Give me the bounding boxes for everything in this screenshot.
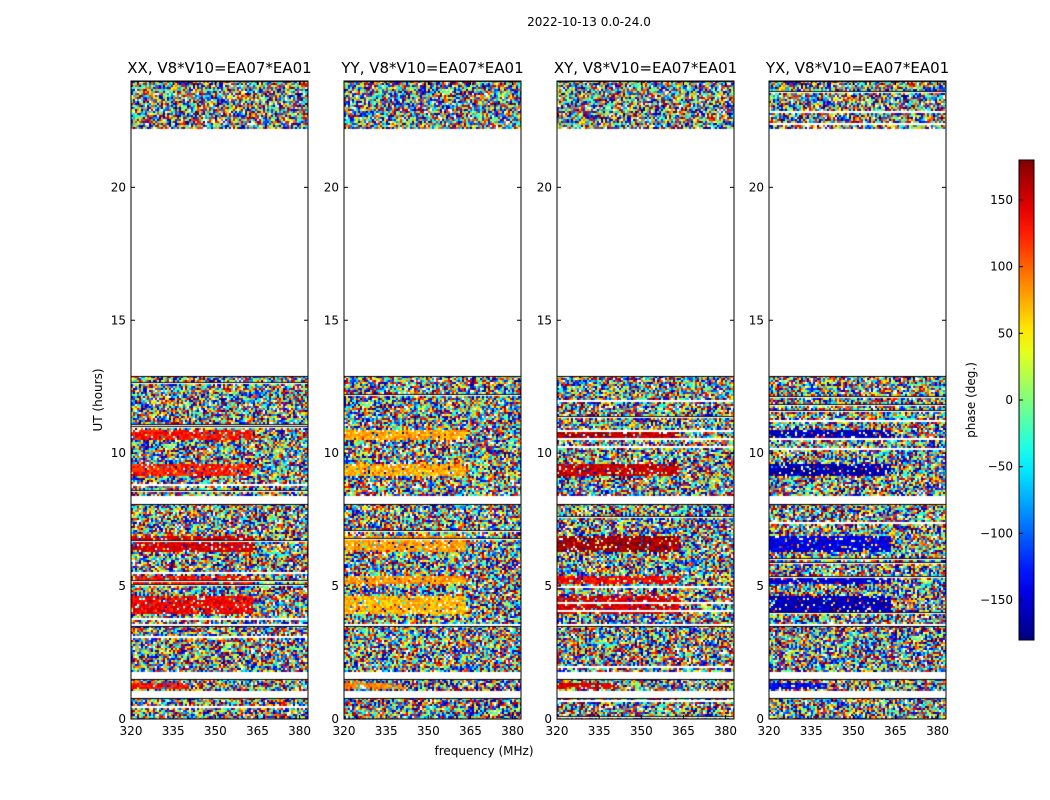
y-tick-label: 20 xyxy=(111,180,126,194)
y-tick-label: 15 xyxy=(324,313,339,327)
phase-heatmap xyxy=(344,81,521,719)
colorbar-tick-label: −150 xyxy=(980,593,1013,607)
y-tick-label: 10 xyxy=(749,446,764,460)
phase-heatmap xyxy=(131,81,308,719)
x-tick-label: 320 xyxy=(546,724,569,738)
x-tick-label: 350 xyxy=(630,724,653,738)
heatmap-canvas xyxy=(344,81,521,719)
y-tick-label: 10 xyxy=(111,446,126,460)
x-tick-label: 320 xyxy=(333,724,356,738)
heatmap-canvas xyxy=(131,81,308,719)
panel-title: XY, V8*V10=EA07*EA01 xyxy=(554,59,737,77)
y-tick-label: 20 xyxy=(749,180,764,194)
x-tick-label: 380 xyxy=(288,724,311,738)
x-tick-label: 380 xyxy=(926,724,949,738)
x-tick-label: 365 xyxy=(672,724,695,738)
heatmap-canvas xyxy=(557,81,734,719)
x-tick-label: 365 xyxy=(246,724,269,738)
y-tick-label: 0 xyxy=(756,712,764,726)
y-tick-label: 5 xyxy=(118,579,126,593)
x-tick-label: 350 xyxy=(204,724,227,738)
y-tick-label: 0 xyxy=(331,712,339,726)
x-tick-label: 320 xyxy=(758,724,781,738)
x-tick-label: 350 xyxy=(417,724,440,738)
heatmap-canvas xyxy=(769,81,946,719)
panel-xx: XX, V8*V10=EA07*EA01 320 335 350 365 380 0 5 10 1… xyxy=(111,59,312,738)
panel-yy: YY, V8*V10=EA07*EA01 320 335 350 365 380 0 5 10 1… xyxy=(324,59,524,738)
y-tick-label: 20 xyxy=(537,180,552,194)
phase-heatmap xyxy=(557,81,734,719)
y-tick-label: 5 xyxy=(331,579,339,593)
y-tick-label: 10 xyxy=(324,446,339,460)
phase-heatmap xyxy=(769,81,946,719)
x-tick-label: 335 xyxy=(800,724,823,738)
colorbar-tick-label: −50 xyxy=(988,460,1013,474)
y-axis-label: UT (hours) xyxy=(91,368,105,431)
plot-frame xyxy=(130,80,309,720)
plot-frame xyxy=(556,80,735,720)
colorbar-label: phase (deg.) xyxy=(964,362,978,438)
y-tick-label: 5 xyxy=(544,579,552,593)
plot-frame xyxy=(768,80,947,720)
y-tick-label: 15 xyxy=(111,313,126,327)
y-tick-label: 10 xyxy=(537,446,552,460)
panels: XX, V8*V10=EA07*EA01 320 335 350 365 380 0 5 10 1… xyxy=(111,59,949,738)
panel-title: YX, V8*V10=EA07*EA01 xyxy=(765,59,949,77)
colorbar-tick-label: 0 xyxy=(1005,393,1013,407)
x-tick-label: 335 xyxy=(375,724,398,738)
y-tick-label: 15 xyxy=(749,313,764,327)
colorbar-tick-label: −100 xyxy=(980,526,1013,540)
x-tick-label: 380 xyxy=(714,724,737,738)
panel-xy: XY, V8*V10=EA07*EA01 320 335 350 365 380 0 5 10 1… xyxy=(537,59,737,738)
y-tick-label: 15 xyxy=(537,313,552,327)
y-tick-label: 5 xyxy=(756,579,764,593)
colorbar-tick-label: 150 xyxy=(990,193,1013,207)
colorbar-tick-label: 50 xyxy=(998,326,1013,340)
x-tick-label: 365 xyxy=(459,724,482,738)
figure-suptitle: 2022-10-13 0.0-24.0 xyxy=(527,15,651,29)
panel-title: YY, V8*V10=EA07*EA01 xyxy=(340,59,523,77)
colorbar-tick-label: 100 xyxy=(990,260,1013,274)
plot-frame xyxy=(343,80,522,720)
panel-title: XX, V8*V10=EA07*EA01 xyxy=(127,59,311,77)
x-tick-label: 365 xyxy=(884,724,907,738)
x-axis-label: frequency (MHz) xyxy=(434,744,533,758)
y-tick-label: 20 xyxy=(324,180,339,194)
x-tick-label: 335 xyxy=(162,724,185,738)
x-tick-label: 380 xyxy=(501,724,524,738)
colorbar: −150 −100 −50 0 50 100 150 xyxy=(980,159,1035,641)
panel-yx: YX, V8*V10=EA07*EA01 320 335 350 365 380 0 5 10 1… xyxy=(749,59,949,738)
y-tick-label: 0 xyxy=(544,712,552,726)
x-tick-label: 350 xyxy=(842,724,865,738)
x-tick-label: 320 xyxy=(120,724,143,738)
y-tick-label: 0 xyxy=(118,712,126,726)
x-tick-label: 335 xyxy=(588,724,611,738)
